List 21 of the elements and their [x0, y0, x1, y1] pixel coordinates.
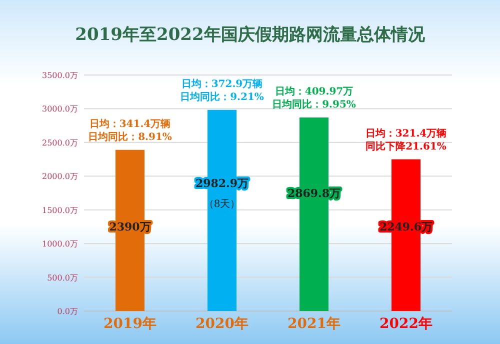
- annotation: 日均：409.97万: [274, 85, 354, 98]
- annotation: 同比下降21.61%: [366, 140, 447, 152]
- annotation: 日均：341.4万辆: [89, 118, 171, 130]
- x-tick-label: 2021年: [288, 316, 340, 332]
- x-tick-label: 2019年: [104, 316, 156, 332]
- y-tick-label: 1000.0万: [42, 240, 78, 249]
- y-tick-label: 2000.0万: [42, 172, 78, 182]
- annotation: 日均同比：8.91%: [88, 130, 172, 143]
- annotation: 日均：321.4万辆: [365, 127, 447, 140]
- annotation: 日均同比：9.21%: [180, 90, 264, 103]
- y-tick-label: 500.0万: [47, 273, 78, 282]
- x-tick-label: 2020年: [196, 316, 248, 332]
- annotation: 日均同比：9.95%: [272, 98, 356, 110]
- chart-title: 2019年至2022年国庆假期路网流量总体情况: [75, 25, 426, 45]
- annotation: 日均：372.9万辆: [181, 78, 263, 90]
- y-tick-label: 3000.0万: [42, 104, 78, 114]
- y-tick-label: 3500.0万: [42, 71, 78, 80]
- y-tick-label: 0.0万: [57, 307, 78, 316]
- x-tick-label: 2022年: [380, 316, 432, 332]
- y-tick-label: 2500.0万: [42, 138, 78, 148]
- y-tick-label: 1500.0万: [42, 206, 78, 215]
